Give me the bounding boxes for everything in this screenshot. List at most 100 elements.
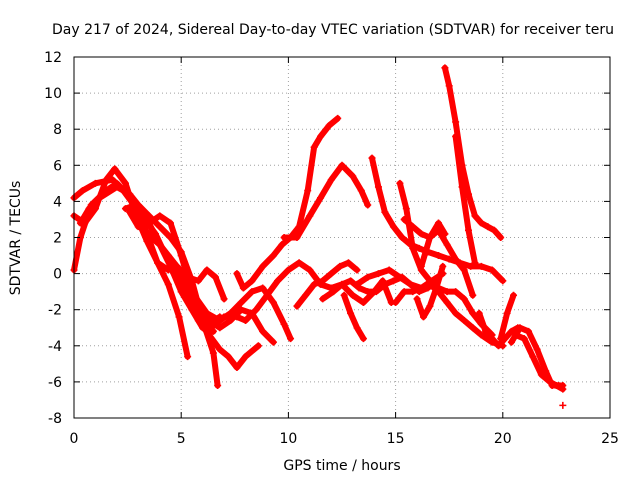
data-point <box>237 298 245 306</box>
data-point <box>507 327 515 335</box>
data-point <box>385 266 393 274</box>
y-tick-label: -8 <box>48 411 62 427</box>
data-point <box>237 306 245 314</box>
x-tick-label: 20 <box>494 431 512 447</box>
data-point <box>443 241 451 249</box>
data-point <box>109 176 117 184</box>
data-point <box>212 273 220 281</box>
data-point <box>76 219 84 227</box>
data-point <box>359 335 367 343</box>
series-sat-18 <box>392 280 507 350</box>
data-point <box>458 183 466 191</box>
series-sat-10 <box>233 114 342 292</box>
data-point <box>156 223 164 231</box>
data-point <box>269 252 277 260</box>
data-point <box>310 280 318 288</box>
data-point <box>132 201 140 209</box>
data-point <box>209 349 217 357</box>
data-point <box>400 215 408 223</box>
data-point <box>126 190 134 198</box>
data-point <box>396 179 404 187</box>
data-point <box>336 262 344 270</box>
data-point <box>389 223 397 231</box>
data-point <box>224 353 232 361</box>
data-point <box>338 161 346 169</box>
data-point <box>559 385 567 393</box>
data-point <box>469 291 477 299</box>
data-point <box>239 284 247 292</box>
y-tick-label: -4 <box>48 339 62 355</box>
data-point <box>372 288 380 296</box>
data-point <box>475 309 483 317</box>
data-point <box>525 327 533 335</box>
data-point <box>452 132 460 140</box>
data-point <box>417 230 425 238</box>
series-sat-9 <box>207 259 395 332</box>
data-point <box>295 259 303 267</box>
series-sat-4 <box>76 183 222 390</box>
data-point <box>151 230 159 238</box>
data-point <box>325 122 333 130</box>
data-point <box>205 317 213 325</box>
data-point <box>329 288 337 296</box>
data-point <box>173 262 181 270</box>
data-point <box>216 345 224 353</box>
x-tick-label: 15 <box>387 431 405 447</box>
data-point <box>490 226 498 234</box>
data-point <box>216 324 224 332</box>
y-tick-label: 10 <box>44 86 62 102</box>
data-point <box>269 298 277 306</box>
data-point <box>233 313 241 321</box>
data-point <box>402 205 410 213</box>
data-point <box>546 378 554 386</box>
x-tick-label: 10 <box>279 431 297 447</box>
data-point <box>552 382 560 390</box>
data-point <box>464 226 472 234</box>
data-point <box>368 154 376 162</box>
data-point <box>415 244 423 252</box>
series-sat-21 <box>413 262 447 321</box>
data-point <box>293 302 301 310</box>
data-point <box>471 212 479 220</box>
data-point <box>184 353 192 361</box>
data-point <box>175 313 183 321</box>
data-point <box>145 219 153 227</box>
data-point <box>364 201 372 209</box>
data-point <box>484 223 492 231</box>
data-point <box>488 266 496 274</box>
data-point <box>164 252 172 260</box>
data-point <box>512 331 520 339</box>
data-point <box>409 288 417 296</box>
data-point <box>306 266 314 274</box>
data-point <box>471 259 479 267</box>
data-point <box>452 309 460 317</box>
series-sat-7 <box>139 223 228 303</box>
data-point <box>520 335 528 343</box>
data-point <box>113 183 121 191</box>
data-point <box>327 176 335 184</box>
data-point <box>469 309 477 317</box>
data-point <box>364 288 372 296</box>
series-line <box>369 155 506 284</box>
series-line <box>191 285 294 342</box>
data-point <box>164 280 172 288</box>
data-point <box>269 338 277 346</box>
data-point <box>242 353 250 361</box>
data-point <box>497 335 505 343</box>
data-point <box>443 288 451 296</box>
data-point <box>542 367 550 375</box>
axes: 0 5 10 15 20 25 -8 -6 -4 -2 0 2 4 6 8 10 12 <box>44 50 619 447</box>
data-point <box>121 205 129 213</box>
data-point <box>434 252 442 260</box>
data-point <box>469 324 477 332</box>
data-point <box>497 234 505 241</box>
data-point <box>426 234 434 241</box>
data-point <box>233 363 241 371</box>
data-point <box>419 313 427 321</box>
data-point <box>389 277 397 285</box>
data-point <box>252 306 260 314</box>
data-point <box>207 324 215 332</box>
data-point <box>302 291 310 299</box>
